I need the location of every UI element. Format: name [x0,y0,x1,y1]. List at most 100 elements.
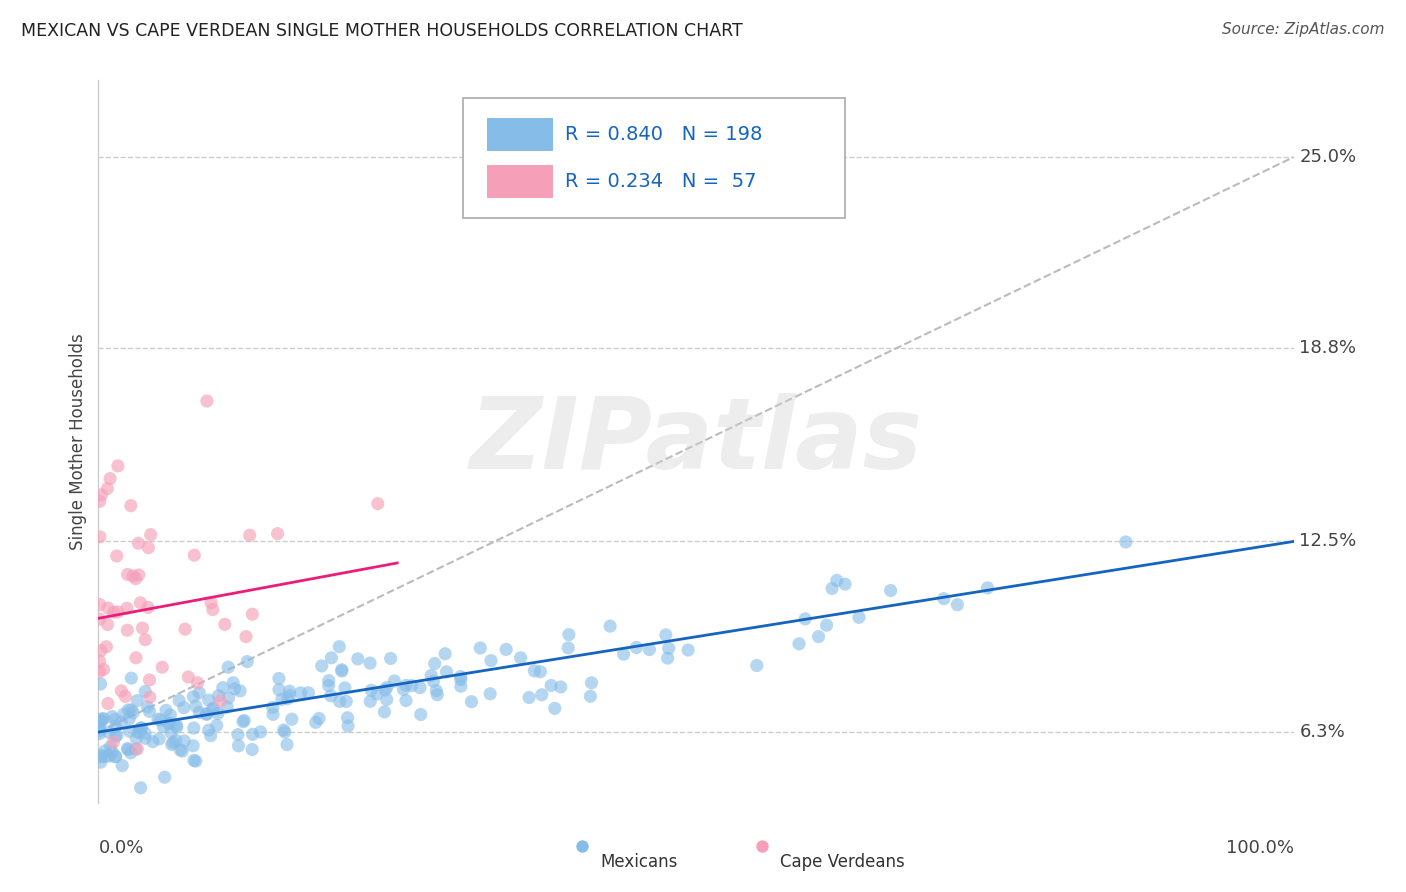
Point [311,659,333,673]
Point [409,707,432,722]
Point [197,723,219,737]
Text: 25.0%: 25.0% [1299,148,1357,166]
Point [423,657,446,671]
Point [96,617,118,632]
Point [155,703,177,717]
Point [128,568,150,582]
Point [149,713,172,727]
Point [201,602,224,616]
Point [375,692,398,706]
Point [165,718,187,732]
Point [148,731,170,746]
Point [100,739,122,754]
Point [159,716,181,731]
Point [117,703,139,717]
Point [183,548,205,562]
Point [94,744,117,758]
Point [90,714,112,728]
Point [169,743,191,757]
Point [160,738,183,752]
Point [226,728,249,742]
Point [200,596,222,610]
Point [375,681,398,695]
Point [111,758,134,772]
Point [470,640,492,655]
Text: 0.0%: 0.0% [98,838,143,857]
Point [125,650,148,665]
Point [360,683,382,698]
Point [122,706,145,720]
Point [335,694,357,708]
Point [276,738,298,752]
Point [134,731,156,746]
Point [540,679,562,693]
Point [382,673,405,688]
Point [181,739,204,753]
Point [214,617,236,632]
Point [97,601,120,615]
Point [103,735,125,749]
Point [848,610,870,624]
Point [167,693,190,707]
Point [120,746,142,760]
Point [273,723,295,737]
Point [127,536,149,550]
Point [173,700,195,714]
Point [745,658,768,673]
Point [186,675,208,690]
Point [308,711,330,725]
Point [834,577,856,591]
Point [530,688,553,702]
Point [879,583,901,598]
Point [278,689,301,703]
Point [98,472,121,486]
Point [89,530,111,544]
Point [240,742,263,756]
Point [174,622,197,636]
Point [165,733,187,747]
Point [166,720,188,734]
Point [117,742,139,756]
Point [787,637,810,651]
Point [367,497,389,511]
Point [98,749,121,764]
Point [224,681,246,696]
Point [336,711,359,725]
Point [150,660,173,674]
Point [125,742,148,756]
Point [544,701,567,715]
Point [426,688,449,702]
Point [110,684,132,698]
FancyBboxPatch shape [463,98,845,218]
Point [195,707,218,722]
Point [201,702,224,716]
Point [267,682,290,697]
Point [380,651,402,665]
Point [239,528,262,542]
Point [90,677,112,691]
Point [359,694,381,708]
Point [89,748,111,763]
Point [105,549,128,563]
Text: Source: ZipAtlas.com: Source: ZipAtlas.com [1222,22,1385,37]
Point [188,706,211,720]
Point [125,572,148,586]
Point [120,703,142,717]
Point [110,715,132,730]
Text: Mexicans: Mexicans [600,854,678,871]
Point [233,714,256,728]
Point [96,482,118,496]
Point [200,729,222,743]
Point [112,706,135,721]
Point [1115,535,1137,549]
Point [104,720,127,734]
Point [280,712,302,726]
Point [266,526,288,541]
Point [373,705,395,719]
Point [107,458,129,473]
Point [127,693,149,707]
Point [460,695,482,709]
Point [657,651,679,665]
Point [89,721,111,735]
Point [96,811,118,825]
